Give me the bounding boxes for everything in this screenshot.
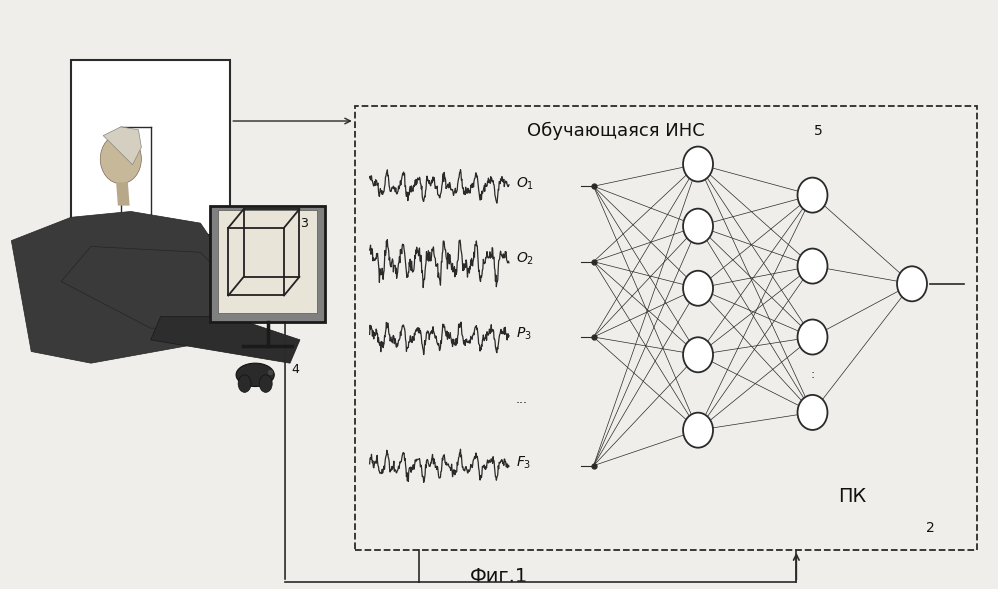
FancyBboxPatch shape — [219, 210, 317, 313]
Text: $O_{2}$: $O_{2}$ — [516, 250, 534, 267]
Text: ...: ... — [516, 393, 528, 406]
Text: $O_{1}$: $O_{1}$ — [516, 175, 534, 191]
Text: Обучающаяся ИНС: Обучающаяся ИНС — [527, 122, 705, 140]
Ellipse shape — [897, 266, 927, 302]
Text: :: : — [810, 368, 814, 381]
Polygon shape — [116, 182, 130, 206]
Ellipse shape — [797, 249, 827, 283]
Text: 1: 1 — [198, 213, 206, 227]
Text: 3: 3 — [300, 217, 308, 230]
Text: Фиг.1: Фиг.1 — [470, 567, 528, 585]
Ellipse shape — [683, 337, 713, 372]
FancyBboxPatch shape — [71, 59, 231, 235]
Ellipse shape — [259, 375, 272, 392]
Text: 5: 5 — [813, 124, 822, 138]
Polygon shape — [151, 316, 300, 363]
Text: ПК: ПК — [838, 487, 866, 506]
Ellipse shape — [797, 395, 827, 430]
Ellipse shape — [683, 271, 713, 306]
Text: 2: 2 — [926, 521, 934, 535]
Polygon shape — [103, 127, 142, 165]
Ellipse shape — [100, 134, 142, 184]
Ellipse shape — [683, 413, 713, 448]
FancyBboxPatch shape — [211, 206, 324, 322]
Polygon shape — [11, 211, 241, 363]
Ellipse shape — [683, 147, 713, 181]
Ellipse shape — [797, 178, 827, 213]
Ellipse shape — [683, 209, 713, 244]
Ellipse shape — [797, 319, 827, 355]
Text: $F_{3}$: $F_{3}$ — [516, 455, 531, 471]
Ellipse shape — [237, 363, 274, 386]
Text: 4: 4 — [291, 362, 299, 376]
Polygon shape — [61, 246, 241, 328]
Text: ЭЭГ: ЭЭГ — [123, 112, 179, 140]
Ellipse shape — [239, 375, 251, 392]
Text: $P_{3}$: $P_{3}$ — [516, 326, 532, 342]
